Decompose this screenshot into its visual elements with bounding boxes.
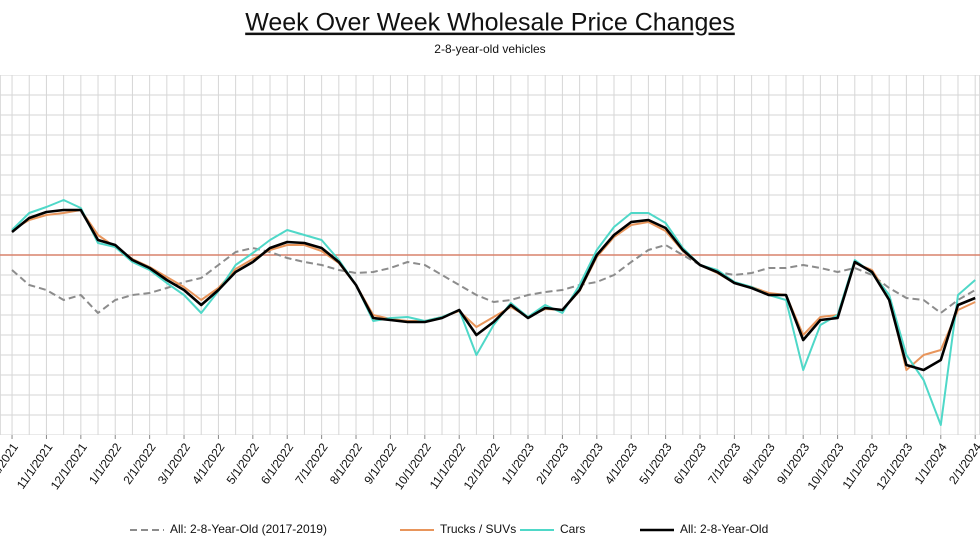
x-tick-label: 8/1/2022 (327, 440, 365, 487)
legend-label: Cars (560, 522, 585, 536)
x-tick-label: 2/1/2023 (533, 440, 571, 487)
x-tick-label: 1/1/2023 (499, 440, 537, 487)
series-line (11, 209, 976, 371)
x-tick-label: 3/1/2023 (568, 440, 606, 487)
x-tick-label: 1/1/2022 (86, 440, 124, 487)
lines (0, 199, 980, 426)
x-axis: 10/1/202111/1/202112/1/20211/1/20222/1/2… (0, 435, 980, 492)
x-tick-label: 7/1/2022 (292, 440, 330, 487)
legend-label: All: 2-8-Year-Old (2017-2019) (170, 522, 327, 536)
x-tick-label: 4/1/2022 (189, 440, 227, 487)
x-tick-label: 2/1/2022 (120, 440, 158, 487)
chart-subtitle: 2-8-year-old vehicles (434, 42, 545, 56)
x-tick-label: 5/1/2023 (636, 440, 674, 487)
series-line (11, 244, 976, 314)
chart-title: Week Over Week Wholesale Price Changes (245, 9, 735, 37)
series-line (11, 199, 976, 426)
x-tick-label: 4/1/2023 (602, 440, 640, 487)
legend-label: All: 2-8-Year-Old (680, 522, 768, 536)
x-tick-label: 7/1/2023 (705, 440, 743, 487)
x-tick-label: 2/1/2024 (946, 440, 980, 487)
x-tick-label: 6/1/2022 (258, 440, 296, 487)
x-tick-label: 6/1/2023 (671, 440, 709, 487)
legend: All: 2-8-Year-Old (2017-2019) Trucks / SU… (130, 522, 768, 536)
legend-label: Trucks / SUVs (440, 522, 516, 536)
series-line (11, 208, 976, 372)
x-tick-label: 8/1/2023 (740, 440, 778, 487)
x-tick-label: 1/1/2024 (912, 440, 950, 487)
x-tick-label: 3/1/2022 (155, 440, 193, 487)
x-tick-label: 5/1/2022 (224, 440, 262, 487)
